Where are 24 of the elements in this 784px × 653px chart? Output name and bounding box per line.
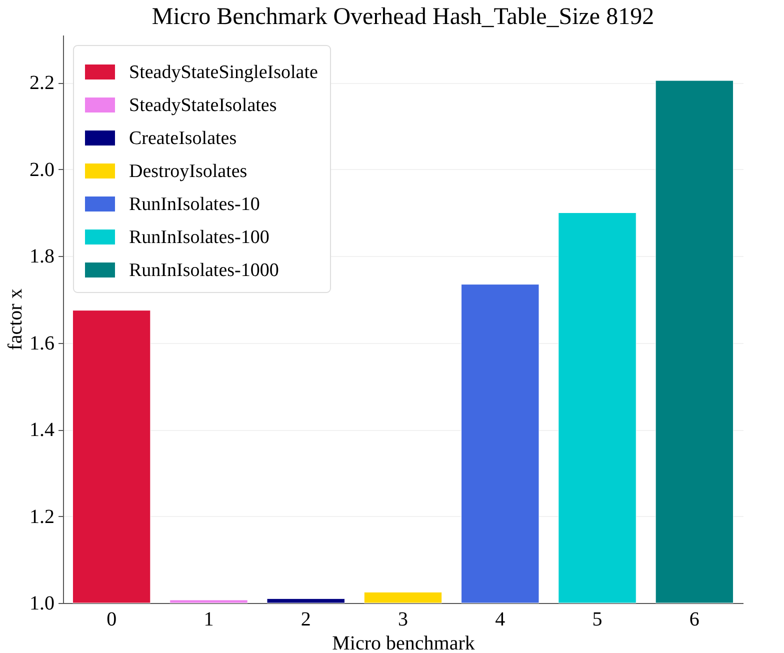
legend-label: RunInIsolates-10 [129,194,260,215]
y-tick-label: 2.0 [30,158,54,181]
legend-label: RunInIsolates-1000 [129,260,279,281]
legend-label: CreateIsolates [129,128,237,149]
legend-label: SteadyStateIsolates [129,95,277,116]
legend-label: DestroyIsolates [129,161,248,182]
y-tick-label: 1.0 [30,592,54,614]
y-axis-title: factor x [4,288,26,350]
chart-title: Micro Benchmark Overhead Hash_Table_Size 8192 [152,4,654,30]
legend-label: RunInIsolates-100 [129,227,270,248]
x-tick-label: 2 [300,608,311,630]
x-tick-label: 0 [106,608,117,630]
x-tick-label: 5 [592,608,602,630]
legend-label: SteadyStateSingleIsolate [129,62,318,83]
y-tick-label: 1.6 [30,332,54,354]
y-tick-label: 1.2 [30,506,54,528]
x-axis-title: Micro benchmark [332,632,475,653]
x-tick-label: 3 [398,608,408,630]
y-tick-label: 1.8 [30,246,54,268]
y-tick-label: 2.2 [30,72,54,94]
x-tick-label: 1 [204,608,214,630]
x-tick-label: 6 [689,608,700,630]
y-tick-label: 1.4 [30,419,54,442]
x-tick-label: 4 [495,608,506,630]
